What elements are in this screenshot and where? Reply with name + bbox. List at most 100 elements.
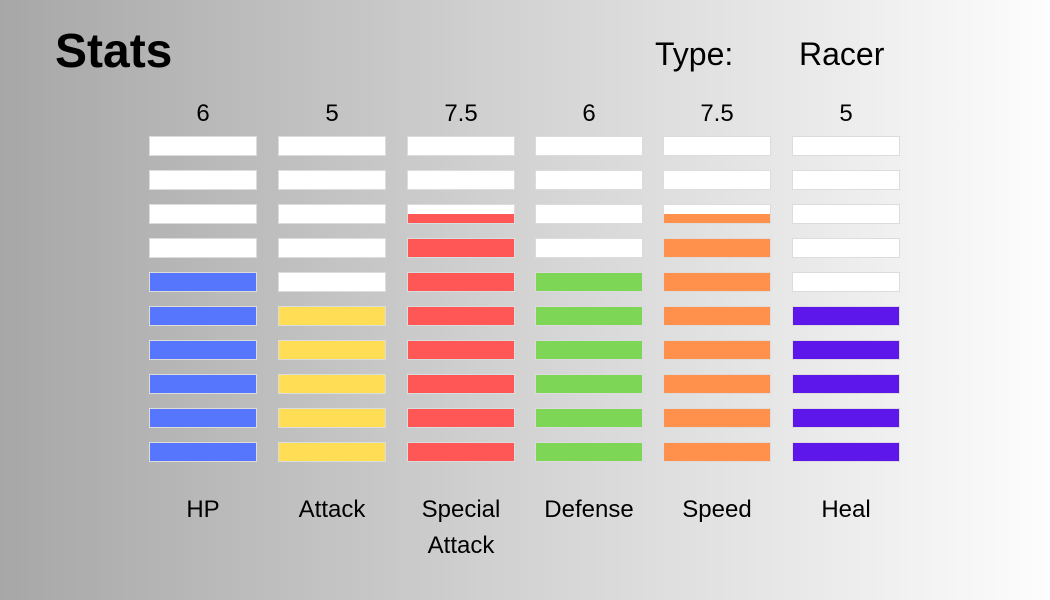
stat-bar-segment <box>792 204 900 224</box>
stat-bar-segment <box>535 442 643 462</box>
type-value: Racer <box>799 36 885 72</box>
stat-bar-fill <box>150 443 256 461</box>
stat-bar-segment <box>792 374 900 394</box>
stat-bar-fill <box>793 443 899 461</box>
stat-column-hp: 6 HP <box>149 0 257 600</box>
stat-bar-fill <box>150 409 256 427</box>
stat-bar-fill <box>408 409 514 427</box>
stat-name: Speed <box>682 496 752 523</box>
stat-bar-fill <box>279 307 385 325</box>
stat-bar-segment <box>535 170 643 190</box>
stat-bar-segment <box>149 136 257 156</box>
stat-bar-segment <box>663 442 771 462</box>
stats-title: Stats <box>55 25 173 78</box>
stat-column-defense: 6 Defense <box>535 0 643 600</box>
stat-bar-fill <box>664 443 770 461</box>
stat-bar-segment <box>663 306 771 326</box>
stat-bar-fill <box>793 375 899 393</box>
type-label: Type: <box>655 36 734 72</box>
stat-bar-segment <box>535 238 643 258</box>
stat-bar-segment <box>407 272 515 292</box>
stat-bar-fill <box>150 273 256 291</box>
stat-value: 5 <box>325 100 339 127</box>
stat-bar-segment <box>535 136 643 156</box>
stat-name: Attack <box>298 496 366 523</box>
stat-bar-segment <box>278 306 386 326</box>
stat-bar-fill <box>408 307 514 325</box>
stat-bar-segment <box>792 272 900 292</box>
stat-bar-segment <box>407 442 515 462</box>
stat-bar-fill <box>408 341 514 359</box>
stat-bar-fill <box>279 443 385 461</box>
stat-bar-segment <box>663 136 771 156</box>
stat-bar-fill <box>536 375 642 393</box>
stat-bar-segment <box>663 238 771 258</box>
stat-bar-segment <box>663 374 771 394</box>
stat-bar-segment <box>535 306 643 326</box>
stat-bar-fill <box>664 341 770 359</box>
stat-bar-fill <box>664 239 770 257</box>
stat-column-special-attack: 7.5 Special Attack <box>407 0 515 600</box>
stat-bar-fill <box>793 341 899 359</box>
stat-bar-segment <box>407 374 515 394</box>
stat-value: 6 <box>196 100 210 127</box>
stat-bar-segment <box>407 204 515 224</box>
stat-bar-fill <box>279 375 385 393</box>
stat-bar-fill <box>408 273 514 291</box>
stat-bar-fill <box>279 341 385 359</box>
stat-bar-fill <box>150 375 256 393</box>
stat-bar-fill <box>664 375 770 393</box>
stat-bar-fill <box>408 214 514 223</box>
stat-bar-fill <box>408 443 514 461</box>
stat-bar-fill <box>536 443 642 461</box>
stat-bar-fill <box>279 409 385 427</box>
stat-bar-segment <box>149 170 257 190</box>
stat-bar-segment <box>149 442 257 462</box>
stat-bar-segment <box>149 408 257 428</box>
stat-value: 5 <box>839 100 853 127</box>
stat-bar-segment <box>278 136 386 156</box>
stat-bar-segment <box>792 238 900 258</box>
stat-bar-segment <box>149 340 257 360</box>
stat-bar-segment <box>663 272 771 292</box>
stat-bar-segment <box>149 204 257 224</box>
stat-bar-segment <box>535 340 643 360</box>
stat-name: Special Attack <box>421 496 501 559</box>
stat-bar-segment <box>535 272 643 292</box>
stat-bar-segment <box>792 408 900 428</box>
stat-bar-fill <box>408 375 514 393</box>
stat-bar-segment <box>278 204 386 224</box>
stat-bar-fill <box>150 341 256 359</box>
stat-bar-segment <box>407 408 515 428</box>
stat-bar-fill <box>536 409 642 427</box>
stat-name: HP <box>186 496 220 523</box>
stat-bar-segment <box>278 442 386 462</box>
stat-bar-segment <box>792 170 900 190</box>
stat-bar-segment <box>792 306 900 326</box>
stat-column-speed: 7.5 Speed <box>663 0 771 600</box>
stat-bar-segment <box>407 238 515 258</box>
stat-bar-segment <box>278 340 386 360</box>
stat-bar-segment <box>663 170 771 190</box>
stat-bar-segment <box>149 306 257 326</box>
stat-bar-segment <box>278 374 386 394</box>
stat-bar-segment <box>663 340 771 360</box>
stat-column-attack: 5 Attack <box>278 0 386 600</box>
stat-bar-segment <box>535 408 643 428</box>
stat-bar-fill <box>536 273 642 291</box>
stat-value: 7.5 <box>444 100 478 127</box>
stat-bar-segment <box>149 374 257 394</box>
stat-bar-segment <box>663 408 771 428</box>
stat-column-heal: 5 Heal <box>792 0 900 600</box>
stat-bar-segment <box>407 170 515 190</box>
stat-bar-segment <box>278 272 386 292</box>
stat-bar-fill <box>664 273 770 291</box>
stat-bar-fill <box>664 214 770 223</box>
stat-bar-segment <box>792 340 900 360</box>
stat-bar-fill <box>536 341 642 359</box>
stat-bar-segment <box>149 272 257 292</box>
stat-bar-segment <box>792 136 900 156</box>
stat-bar-segment <box>407 136 515 156</box>
stat-bar-segment <box>663 204 771 224</box>
